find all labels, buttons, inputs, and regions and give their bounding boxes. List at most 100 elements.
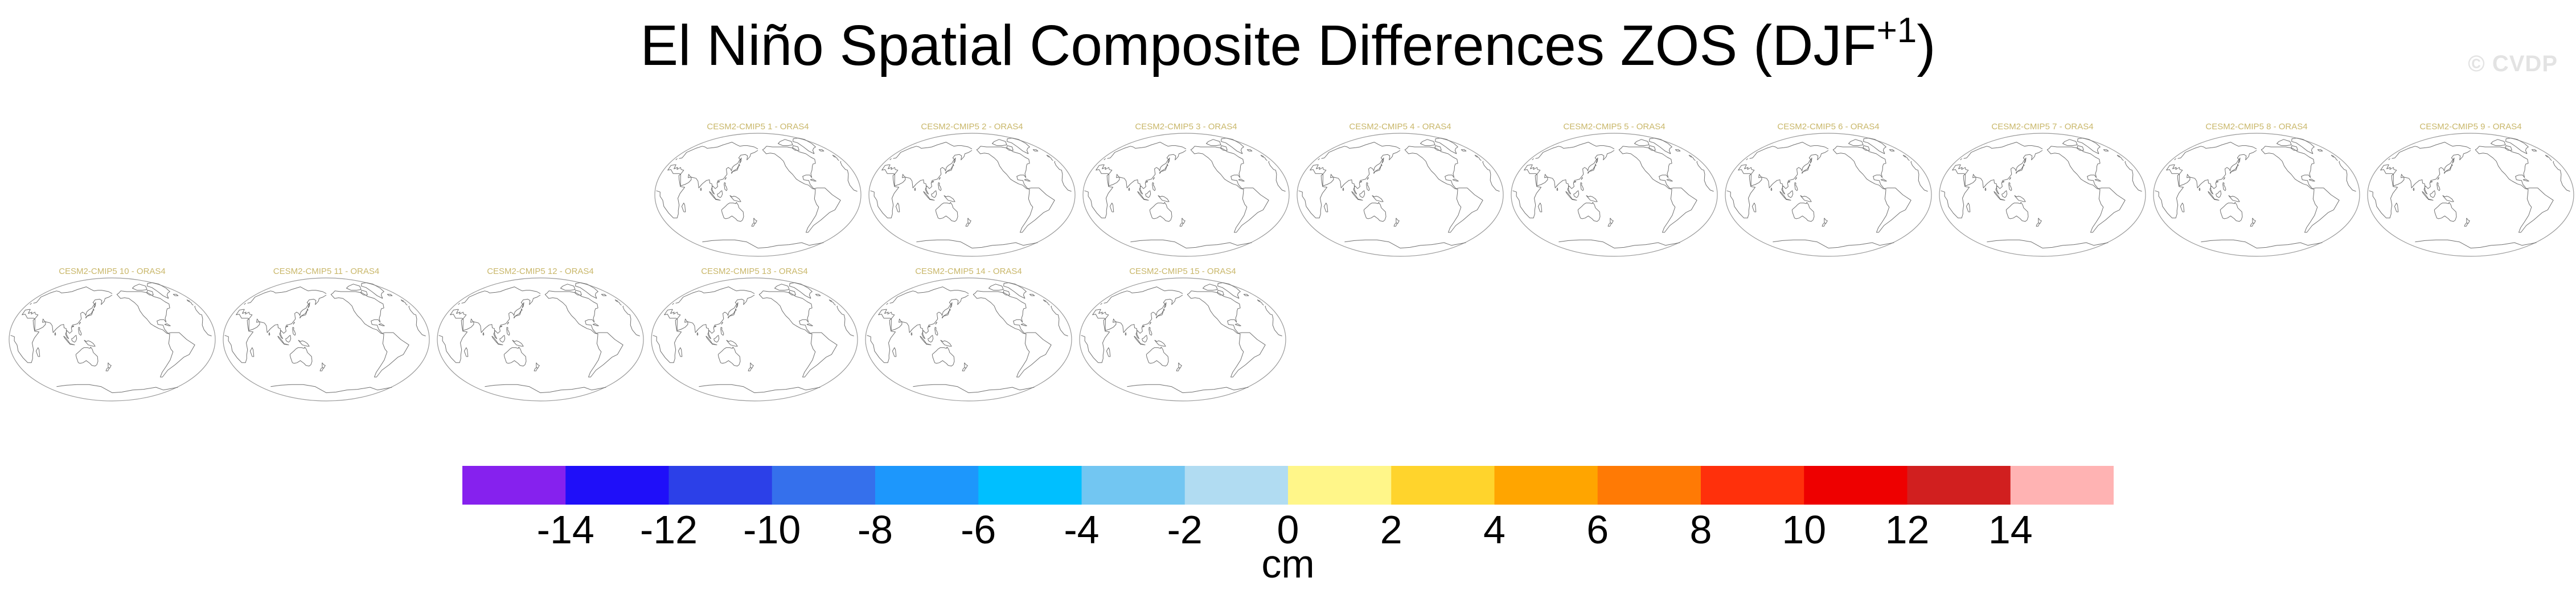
chart-title: El Niño Spatial Composite Differences ZO…: [0, 11, 2576, 80]
world-map: [1079, 277, 1286, 402]
coastlines: [10, 282, 212, 394]
title-superscript: +1: [1876, 11, 1917, 50]
colorbar-tick-label: 10: [1782, 507, 1827, 552]
colorbar-tick-label: 4: [1483, 507, 1506, 552]
map-outline: [1297, 133, 1504, 257]
colorbar-box: [462, 466, 566, 505]
map-outline: [9, 277, 216, 402]
panel-label: CESM2-CMIP5 9 - ORAS4: [2419, 122, 2522, 132]
colorbar-tick-label: -4: [1064, 507, 1100, 552]
coastlines: [867, 282, 1068, 394]
map-panel: CESM2-CMIP5 9 - ORAS4: [2366, 122, 2575, 293]
colorbar-tick-label: -12: [639, 507, 698, 552]
colorbar-tick-label: 12: [1885, 507, 1930, 552]
map-outline: [1082, 133, 1290, 257]
colorbar-box: [668, 466, 773, 505]
panel-label: CESM2-CMIP5 10 - ORAS4: [59, 267, 166, 276]
coastlines: [224, 282, 426, 394]
panel-label: CESM2-CMIP5 5 - ORAS4: [1563, 122, 1666, 132]
world-map: [868, 133, 1076, 257]
map-panel: CESM2-CMIP5 6 - ORAS4: [1724, 122, 1933, 293]
map-outline: [437, 277, 644, 402]
world-map: [865, 277, 1072, 402]
world-map: [1939, 133, 2146, 257]
map-panel: CESM2-CMIP5 11 - ORAS4: [222, 267, 430, 437]
panel-label: CESM2-CMIP5 1 - ORAS4: [707, 122, 809, 132]
panel-label: CESM2-CMIP5 8 - ORAS4: [2205, 122, 2308, 132]
map-outline: [654, 133, 862, 257]
panel-label: CESM2-CMIP5 15 - ORAS4: [1129, 267, 1236, 276]
panel-label: CESM2-CMIP5 2 - ORAS4: [921, 122, 1023, 132]
coastlines: [656, 137, 858, 249]
coastlines: [1512, 137, 1714, 249]
colorbar-tick-label: -2: [1167, 507, 1203, 552]
map-panel: CESM2-CMIP5 12 - ORAS4: [436, 267, 645, 437]
coastlines: [1084, 137, 1286, 249]
panel-label: CESM2-CMIP5 7 - ORAS4: [1991, 122, 2094, 132]
coastlines: [653, 282, 854, 394]
map-panel: CESM2-CMIP5 5 - ORAS4: [1510, 122, 1718, 293]
panel-label: CESM2-CMIP5 13 - ORAS4: [701, 267, 808, 276]
map-panel: CESM2-CMIP5 3 - ORAS4: [1082, 122, 1290, 293]
coastlines: [438, 282, 640, 394]
colorbar-box: [2010, 466, 2114, 505]
map-panel: CESM2-CMIP5 2 - ORAS4: [868, 122, 1076, 293]
colorbar-box: [1597, 466, 1701, 505]
coastlines: [870, 137, 1072, 249]
colorbar-box: [1184, 466, 1289, 505]
colorbar-tick-label: 6: [1586, 507, 1609, 552]
world-map: [2367, 133, 2574, 257]
cvdp-watermark: © CVDP: [2468, 51, 2558, 76]
world-map: [9, 277, 216, 402]
panel-label: CESM2-CMIP5 12 - ORAS4: [487, 267, 594, 276]
world-map: [654, 133, 862, 257]
panel-label: CESM2-CMIP5 14 - ORAS4: [915, 267, 1022, 276]
colorbar-box: [1081, 466, 1186, 505]
panel-label: CESM2-CMIP5 6 - ORAS4: [1777, 122, 1880, 132]
coastlines: [2369, 137, 2570, 249]
colorbar-box: [1391, 466, 1495, 505]
map-panel: CESM2-CMIP5 10 - ORAS4: [8, 267, 216, 437]
title-close: ): [1917, 14, 1936, 77]
map-outline: [1725, 133, 1932, 257]
world-map: [223, 277, 430, 402]
world-map: [2153, 133, 2360, 257]
map-outline: [1939, 133, 2146, 257]
map-outline: [868, 133, 1076, 257]
world-map: [1511, 133, 1718, 257]
colorbar-box: [978, 466, 1082, 505]
colorbar-box: [1288, 466, 1392, 505]
map-outline: [1079, 277, 1286, 402]
world-map: [1297, 133, 1504, 257]
title-main: El Niño Spatial Composite Differences ZO…: [640, 14, 1877, 77]
colorbar-box: [1907, 466, 2011, 505]
panel-label: CESM2-CMIP5 4 - ORAS4: [1349, 122, 1451, 132]
map-panel: CESM2-CMIP5 14 - ORAS4: [864, 267, 1073, 437]
coastlines: [1298, 137, 1500, 249]
map-panel: CESM2-CMIP5 7 - ORAS4: [1938, 122, 2147, 293]
world-map: [1082, 133, 1290, 257]
map-outline: [651, 277, 858, 402]
colorbar-tick-label: -8: [857, 507, 893, 552]
map-outline: [2367, 133, 2574, 257]
map-outline: [223, 277, 430, 402]
map-panel: CESM2-CMIP5 4 - ORAS4: [1296, 122, 1504, 293]
colorbar-units: cm: [1261, 542, 1315, 586]
map-panel: CESM2-CMIP5 8 - ORAS4: [2152, 122, 2361, 293]
map-outline: [1511, 133, 1718, 257]
coastlines: [1941, 137, 2142, 249]
map-panel: CESM2-CMIP5 13 - ORAS4: [650, 267, 859, 437]
map-panel: CESM2-CMIP5 1 - ORAS4: [654, 122, 862, 293]
colorbar-tick-label: 0: [1277, 507, 1299, 552]
map-panel: CESM2-CMIP5 15 - ORAS4: [1078, 267, 1287, 437]
map-outline: [2153, 133, 2360, 257]
colorbar-tick-label: -6: [961, 507, 996, 552]
map-outline: [865, 277, 1072, 402]
colorbar: [462, 466, 2114, 505]
coastlines: [1726, 137, 1928, 249]
colorbar-box: [875, 466, 979, 505]
colorbar-tick-label: 14: [1988, 507, 2033, 552]
colorbar-tick-label: -10: [743, 507, 801, 552]
world-map: [651, 277, 858, 402]
panel-label: CESM2-CMIP5 3 - ORAS4: [1135, 122, 1237, 132]
